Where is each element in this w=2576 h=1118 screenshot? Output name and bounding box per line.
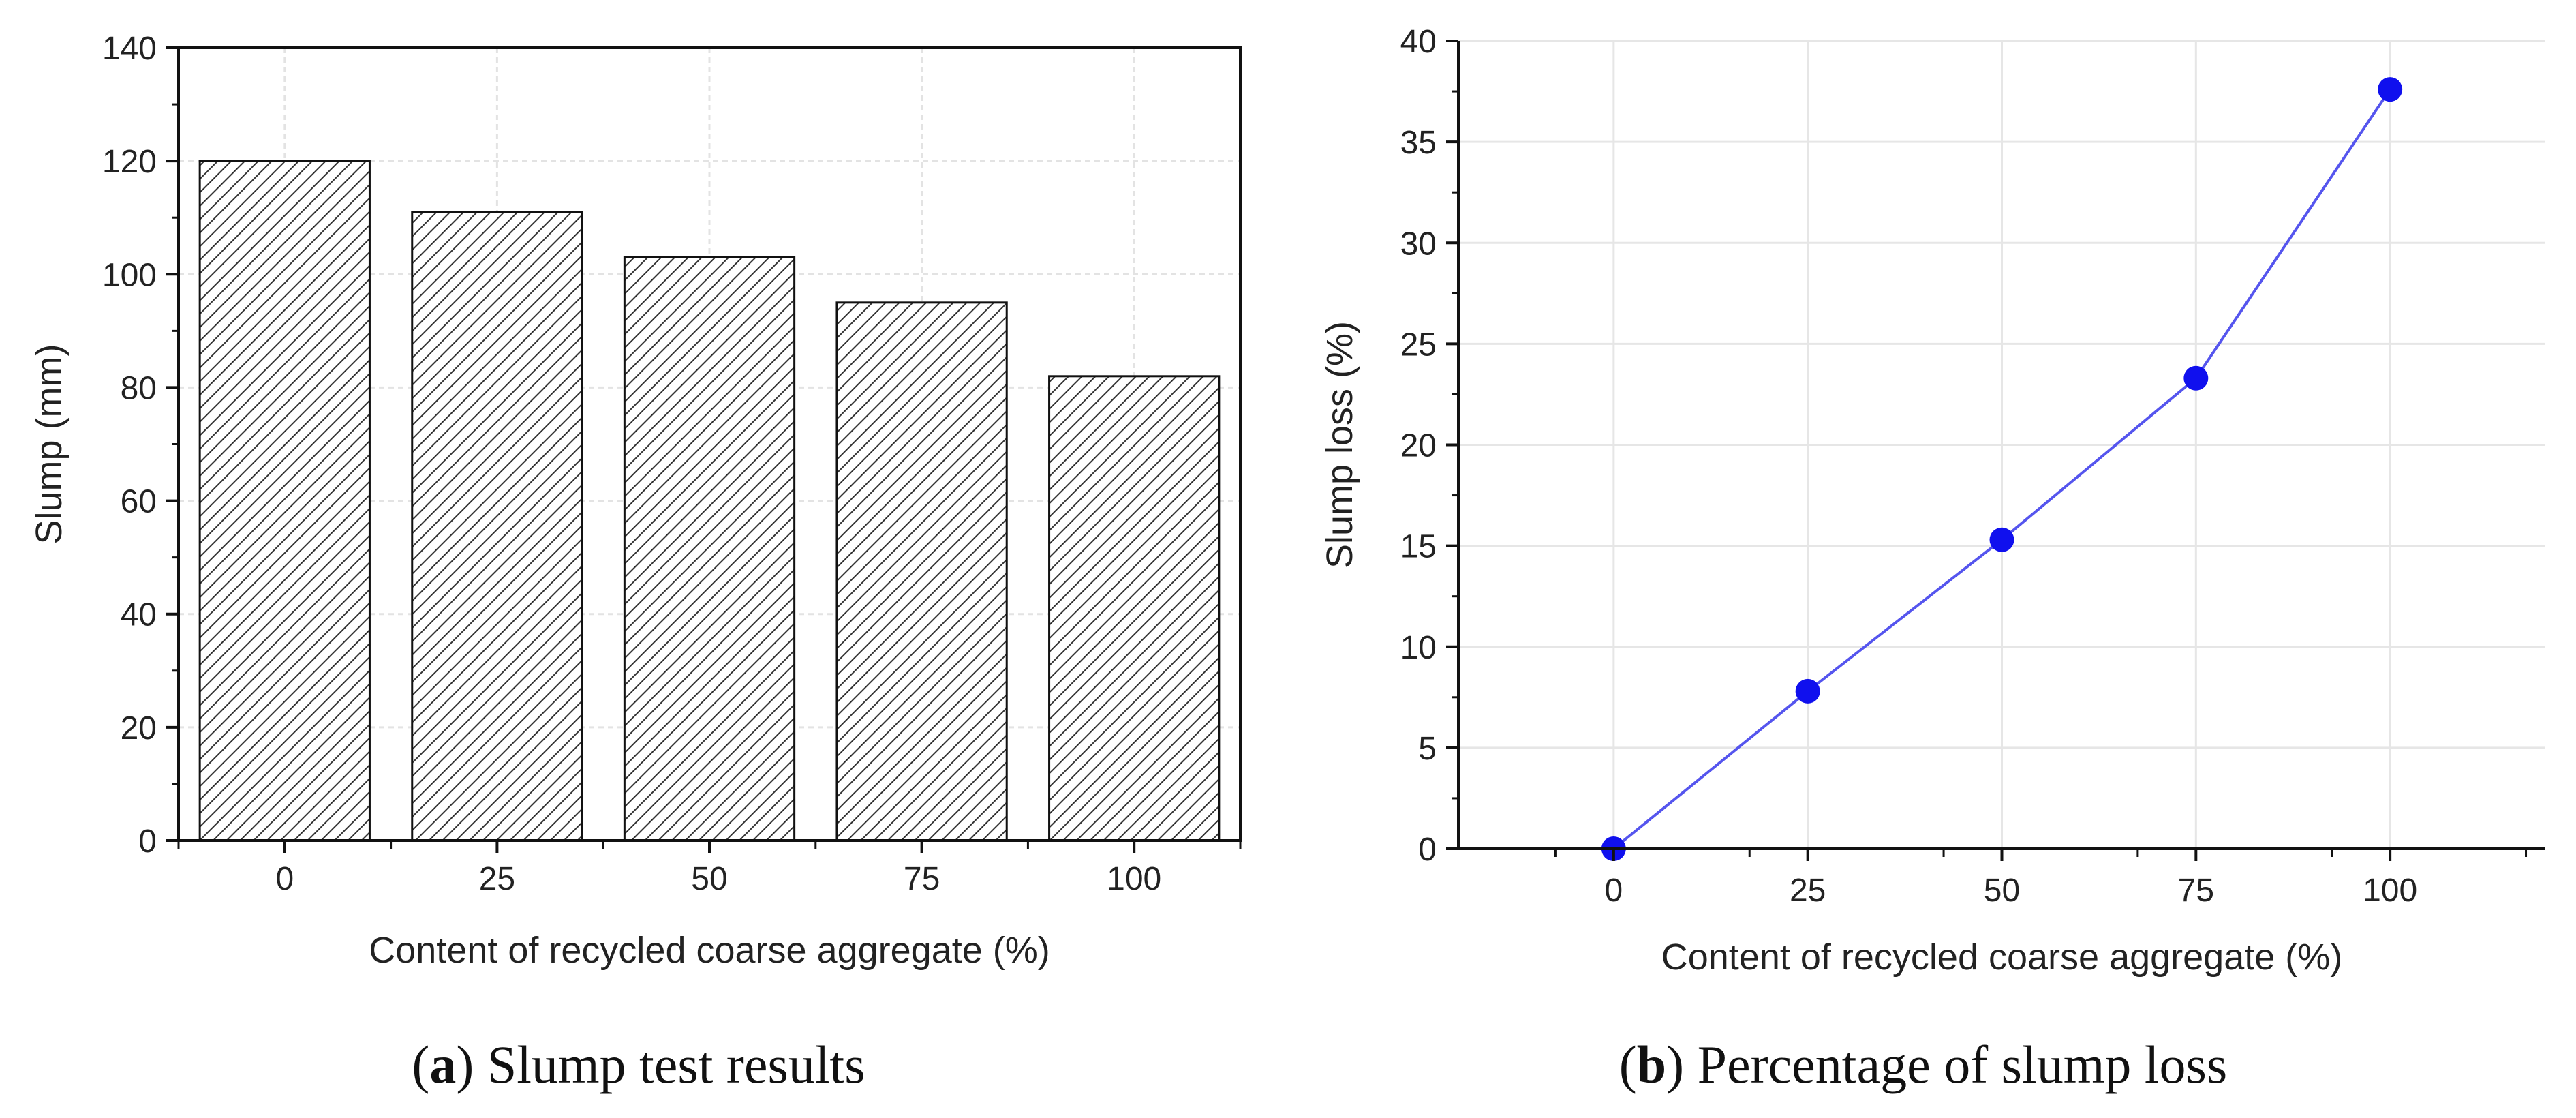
caption-letter: b: [1637, 1035, 1666, 1094]
x-tick-label: 50: [1984, 873, 2020, 909]
line-chart-caption: (b) Percentage of slump loss: [1619, 1035, 2228, 1094]
line-chart-ticks: 0 5 10 15 20 25 30 35 40 0 25 50 75 100: [1400, 24, 2528, 909]
x-tick-label: 0: [1605, 873, 1623, 909]
caption-open-paren: (: [412, 1035, 429, 1094]
bar-75: [835, 301, 1008, 842]
bar-chart-ticks: 0 20 40 60 80 100 120 140 0 25 50 75 100: [102, 31, 1242, 897]
y-tick-label: 15: [1400, 529, 1437, 565]
y-tick-label: 140: [102, 31, 157, 67]
y-tick-label: 35: [1400, 125, 1437, 161]
x-tick-label: 75: [904, 861, 940, 897]
caption-text: ) Percentage of slump loss: [1666, 1035, 2227, 1094]
data-point-50: [1989, 527, 2014, 552]
y-tick-label: 5: [1418, 731, 1437, 767]
x-tick-label: 25: [479, 861, 515, 897]
y-tick-label: 40: [121, 597, 157, 633]
y-tick-label: 20: [121, 710, 157, 746]
data-point-25: [1795, 678, 1820, 704]
bar-100: [1048, 375, 1221, 842]
caption-letter: a: [429, 1035, 456, 1094]
y-tick-label: 60: [121, 484, 157, 520]
data-point-75: [2183, 365, 2209, 391]
bar-series: [198, 160, 1221, 842]
bar-chart-caption: (a) Slump test results: [412, 1035, 865, 1094]
slump-loss-line-chart: 0 5 10 15 20 25 30 35 40 0 25 50 75 100 Content of re…: [1319, 24, 2545, 1094]
bar-25: [411, 211, 583, 842]
y-tick-label: 40: [1400, 24, 1437, 60]
caption-text: ) Slump test results: [456, 1035, 865, 1094]
y-tick-label: 30: [1400, 226, 1437, 262]
y-tick-label: 25: [1400, 327, 1437, 363]
bar-chart-x-axis-label: Content of recycled coarse aggregate (%): [369, 930, 1050, 971]
y-tick-label: 120: [102, 144, 157, 180]
x-tick-label: 50: [691, 861, 727, 897]
slump-bar-chart: 0 20 40 60 80 100 120 140 0 25 50 75 100 Content of …: [29, 31, 1242, 1094]
line-chart-gridlines: [1458, 40, 2545, 849]
x-tick-label: 100: [1107, 861, 1161, 897]
line-chart-x-axis-label: Content of recycled coarse aggregate (%): [1661, 937, 2343, 978]
y-tick-label: 80: [121, 370, 157, 406]
line-chart-y-axis-label: Slump loss (%): [1319, 321, 1360, 569]
y-tick-label: 10: [1400, 630, 1437, 666]
y-tick-label: 0: [1418, 832, 1437, 868]
y-tick-label: 0: [138, 824, 157, 860]
data-point-100: [2378, 77, 2403, 102]
y-tick-label: 20: [1400, 428, 1437, 464]
bar-0: [198, 160, 371, 842]
slump-loss-markers: [1601, 77, 2403, 861]
caption-open-paren: (: [1619, 1035, 1637, 1094]
bar-chart-y-axis-label: Slump (mm): [29, 344, 70, 545]
bar-50: [623, 256, 796, 842]
x-tick-label: 100: [2363, 873, 2417, 909]
x-tick-label: 0: [275, 861, 294, 897]
x-tick-label: 25: [1790, 873, 1826, 909]
x-tick-label: 75: [2178, 873, 2214, 909]
y-tick-label: 100: [102, 257, 157, 293]
